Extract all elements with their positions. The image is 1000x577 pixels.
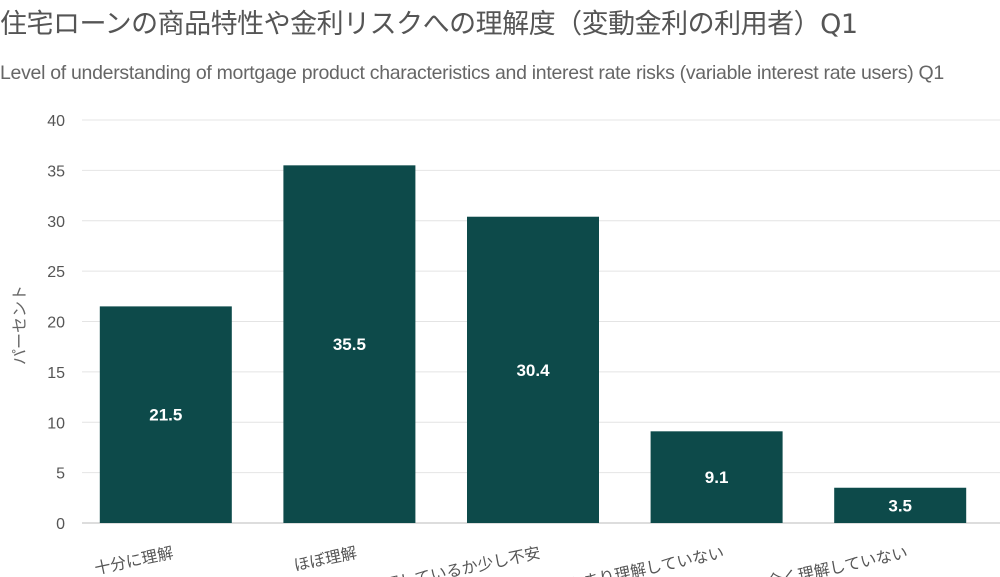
y-tick-label: 0 [56, 516, 65, 533]
y-tick-label: 40 [47, 113, 65, 130]
x-tick-label: あまり理解していない [566, 543, 726, 577]
data-label: 21.5 [149, 406, 182, 425]
y-tick-label: 15 [47, 365, 65, 382]
x-tick-label: ほぼ理解 [292, 543, 359, 575]
bars [99, 165, 967, 523]
y-tick-label: 30 [47, 214, 65, 231]
y-tick-label: 25 [47, 264, 65, 281]
x-tick-label: 全く理解していない [765, 543, 909, 577]
y-axis-ticks: 0 5 10 15 20 25 30 35 40 [47, 113, 65, 533]
x-tick-label: 十分に理解 [93, 543, 175, 577]
chart-subtitle: Level of understanding of mortgage produ… [0, 62, 944, 84]
data-label: 3.5 [888, 496, 912, 515]
x-tick-label: 理解しているか少し不安 [367, 543, 543, 577]
chart-title: 住宅ローンの商品特性や金利リスクへの理解度（変動金利の利用者）Q1 [0, 9, 858, 40]
x-axis-ticks: 十分に理解 ほぼ理解 理解しているか少し不安 あまり理解していない 全く理解していない [93, 543, 910, 577]
data-label: 35.5 [333, 335, 366, 354]
bar [99, 306, 232, 523]
data-label: 9.1 [705, 468, 729, 487]
y-tick-label: 5 [56, 466, 65, 483]
bar [834, 487, 967, 523]
bar [467, 216, 599, 523]
data-labels: 21.5 35.5 30.4 9.1 3.5 [149, 335, 912, 515]
bar [650, 431, 783, 523]
bar [283, 165, 416, 523]
y-tick-label: 35 [47, 163, 65, 180]
y-tick-label: 10 [47, 415, 65, 432]
y-tick-label: 20 [47, 315, 65, 332]
data-label: 30.4 [516, 361, 550, 380]
